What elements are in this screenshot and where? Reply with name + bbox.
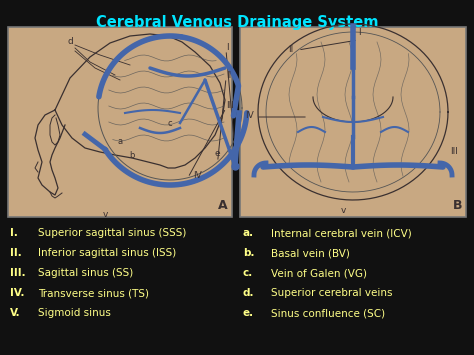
Text: Sigmoid sinus: Sigmoid sinus — [38, 308, 111, 318]
Text: Superior sagittal sinus (SSS): Superior sagittal sinus (SSS) — [38, 228, 186, 238]
Text: III: III — [450, 147, 458, 157]
Text: d.: d. — [243, 288, 255, 298]
Text: I: I — [226, 44, 228, 53]
Text: b: b — [129, 151, 135, 159]
Text: b.: b. — [243, 248, 255, 258]
Text: c.: c. — [243, 268, 253, 278]
Text: Internal cerebral vein (ICV): Internal cerebral vein (ICV) — [271, 228, 412, 238]
Text: Sinus confluence (SC): Sinus confluence (SC) — [271, 308, 385, 318]
Text: B: B — [453, 199, 462, 212]
Text: v: v — [102, 210, 108, 219]
Text: IV: IV — [245, 111, 254, 120]
FancyBboxPatch shape — [240, 27, 466, 217]
Text: Basal vein (BV): Basal vein (BV) — [271, 248, 350, 258]
Text: I.: I. — [10, 228, 18, 238]
Text: Sagittal sinus (SS): Sagittal sinus (SS) — [38, 268, 133, 278]
Text: a.: a. — [243, 228, 254, 238]
Text: Cerebral Venous Drainage System: Cerebral Venous Drainage System — [96, 15, 378, 30]
Text: III: III — [226, 102, 234, 110]
Text: Inferior sagittal sinus (ISS): Inferior sagittal sinus (ISS) — [38, 248, 176, 258]
Text: IV.: IV. — [10, 288, 25, 298]
Text: Transverse sinus (TS): Transverse sinus (TS) — [38, 288, 149, 298]
Text: IV: IV — [193, 171, 202, 180]
Text: A: A — [219, 199, 228, 212]
Text: Vein of Galen (VG): Vein of Galen (VG) — [271, 268, 367, 278]
Text: I: I — [358, 28, 361, 37]
Text: d: d — [67, 38, 73, 47]
Text: c: c — [168, 119, 173, 127]
Text: II: II — [288, 45, 293, 55]
Text: II: II — [226, 71, 231, 81]
Text: e: e — [214, 149, 220, 158]
Text: a: a — [118, 137, 123, 147]
Text: v: v — [340, 206, 346, 215]
Text: V.: V. — [10, 308, 21, 318]
Text: II.: II. — [10, 248, 22, 258]
FancyBboxPatch shape — [8, 27, 232, 217]
Text: Superior cerebral veins: Superior cerebral veins — [271, 288, 392, 298]
Text: III.: III. — [10, 268, 26, 278]
Text: e.: e. — [243, 308, 254, 318]
